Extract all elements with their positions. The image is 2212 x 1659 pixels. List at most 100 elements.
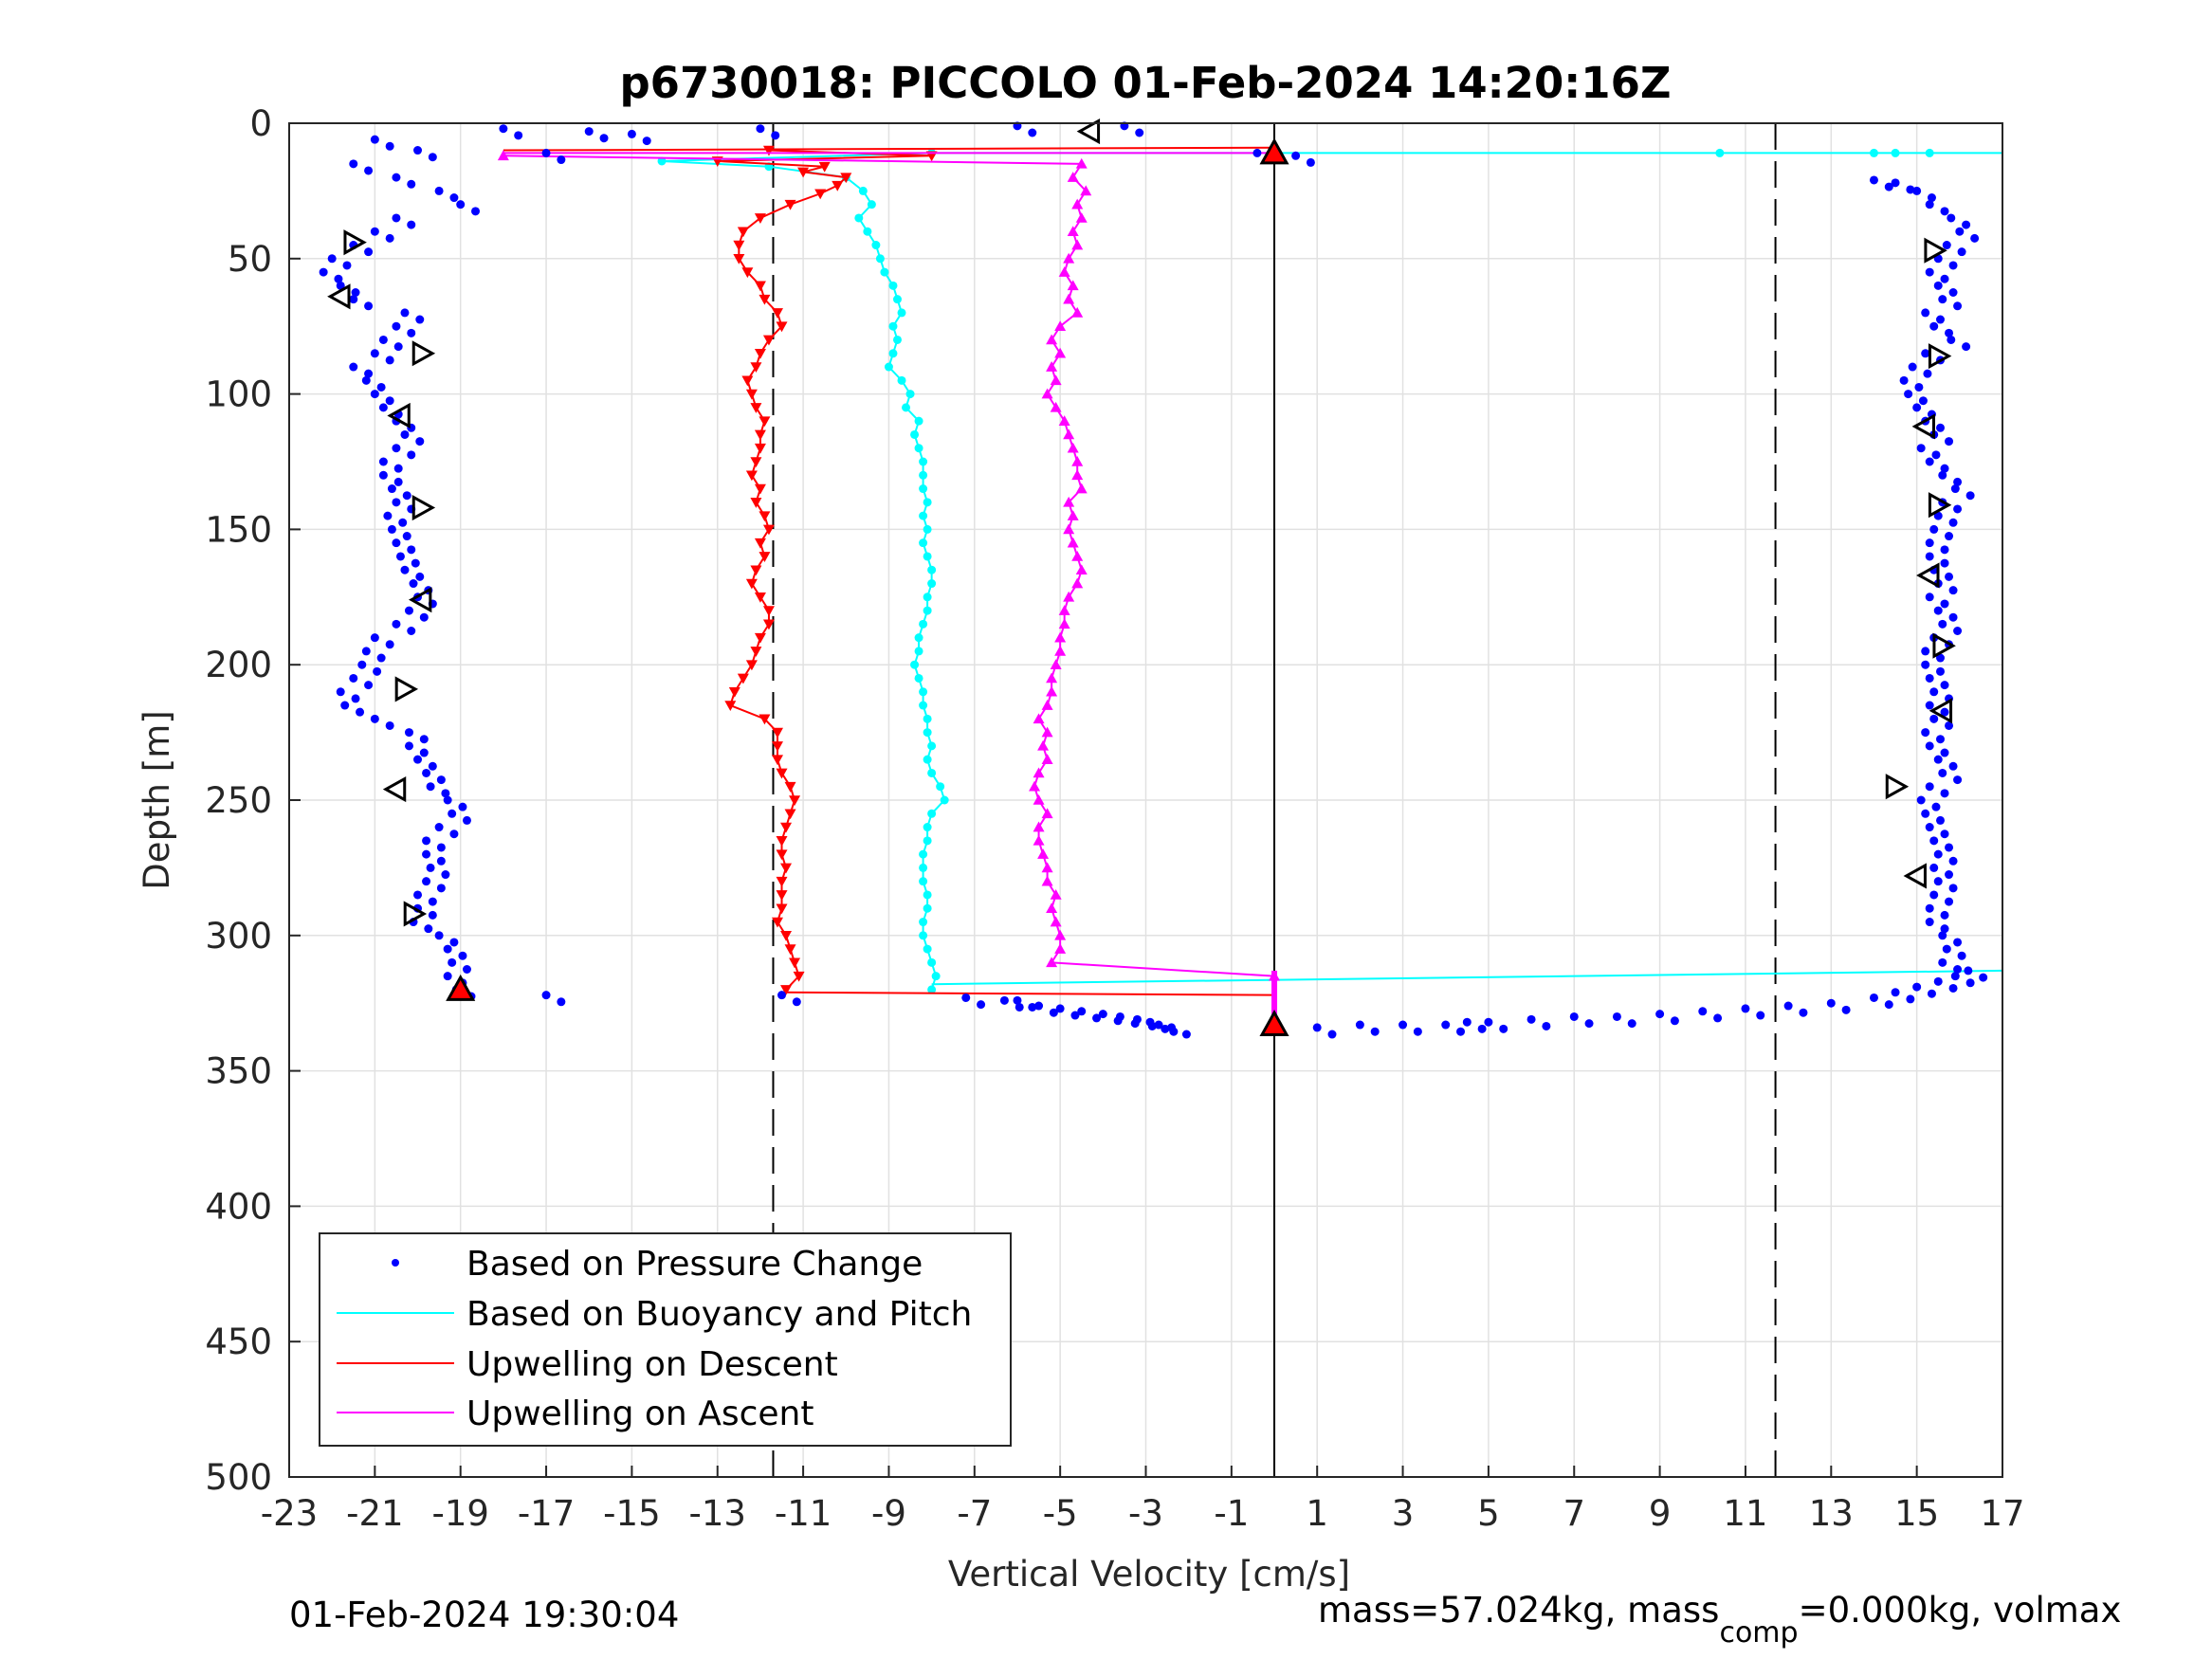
pressure-change-point [541, 991, 551, 1000]
pressure-change-point [422, 849, 431, 859]
descent-point [780, 863, 793, 874]
pressure-change-point [415, 315, 425, 324]
ascent-point [1046, 902, 1058, 914]
ascent-point [1054, 943, 1067, 954]
ascent-point [1046, 334, 1058, 345]
pressure-change-point [327, 254, 337, 264]
descent-point [784, 944, 796, 956]
pressure-change-point [456, 200, 466, 210]
pressure-change-point [1935, 815, 1945, 825]
pressure-change-point [1953, 477, 1963, 486]
legend-label-descent: Upwelling on Descent [466, 1345, 838, 1384]
pressure-change-point [1925, 741, 1934, 751]
pressure-change-point [599, 134, 609, 143]
pressure-change-point [357, 660, 367, 669]
pressure-change-point [395, 552, 405, 561]
pressure-change-point [419, 748, 429, 757]
pressure-change-point [1914, 382, 1924, 392]
pressure-change-point [392, 619, 401, 629]
x-tick-label: 11 [1723, 1493, 1767, 1534]
buoyancy-point [923, 606, 932, 615]
pressure-change-point [584, 127, 594, 137]
descent-point [745, 578, 758, 590]
pressure-change-point [458, 951, 467, 960]
ascent-point [1046, 685, 1058, 697]
pressure-change-point [462, 815, 471, 825]
buoyancy-point [854, 213, 864, 223]
pressure-change-point [1098, 1010, 1107, 1019]
x-tick-label: 15 [1894, 1493, 1939, 1534]
pressure-change-point [370, 714, 379, 723]
pressure-change-point [1884, 182, 1893, 191]
descent-point [776, 890, 788, 901]
buoyancy-point [1891, 148, 1900, 157]
pressure-change-point [1929, 863, 1939, 872]
buoyancy-point [923, 714, 932, 723]
pressure-change-point [1935, 666, 1945, 676]
pressure-change-point [1841, 1005, 1851, 1014]
pressure-change-point [1441, 1020, 1451, 1030]
ascent-point [1071, 198, 1084, 210]
pressure-change-point [1306, 157, 1315, 167]
descent-point [750, 565, 762, 576]
buoyancy-point [892, 335, 902, 344]
buoyancy-point [905, 390, 915, 399]
pressure-change-point [1948, 884, 1958, 893]
ascent-point [1071, 469, 1084, 481]
pressure-change-point [1070, 1011, 1080, 1020]
buoyancy-point [919, 863, 928, 872]
event-marker [1932, 632, 1956, 659]
pressure-change-point [1484, 1017, 1493, 1027]
descent-point [776, 903, 788, 915]
event-marker [1259, 137, 1289, 165]
ascent-point [1029, 780, 1041, 792]
descent-point [759, 552, 771, 562]
pressure-change-point [422, 877, 431, 886]
pressure-change-point [1933, 976, 1943, 986]
pressure-change-point [436, 856, 446, 866]
buoyancy-point [892, 295, 902, 304]
pressure-change-point [1953, 938, 1963, 947]
pressure-change-point [434, 823, 444, 832]
pressure-change-point [392, 498, 401, 507]
buoyancy-point [927, 809, 937, 818]
ascent-point [1046, 957, 1058, 968]
descent-point [754, 281, 766, 292]
ascent-point [1075, 483, 1088, 494]
buoyancy-point [919, 484, 928, 494]
pressure-change-point [428, 761, 437, 771]
pressure-change-point [514, 131, 523, 140]
event-marker [394, 676, 419, 702]
x-tick-label: 7 [1563, 1493, 1585, 1534]
descent-point [745, 470, 758, 482]
pressure-change-point [1891, 178, 1900, 188]
event-marker [1928, 492, 1952, 519]
descent-point [776, 768, 788, 779]
pressure-change-point [1462, 1017, 1472, 1027]
pressure-change-point [1929, 714, 1939, 723]
event-marker [343, 229, 367, 256]
pressure-change-point [407, 179, 416, 189]
buoyancy-point [927, 768, 937, 777]
pressure-change-point [1327, 1030, 1337, 1039]
y-tick-label: 400 [205, 1186, 272, 1227]
event-marker [1928, 343, 1952, 370]
descent-point [776, 876, 788, 887]
pressure-change-point [1938, 619, 1947, 629]
x-tick-label: 3 [1392, 1493, 1415, 1534]
pressure-change-point [1912, 403, 1922, 412]
pressure-change-point [1953, 504, 1963, 514]
descent-point [759, 294, 771, 305]
buoyancy-point [888, 281, 898, 290]
pressure-change-point [393, 464, 403, 473]
pressure-change-point [400, 308, 410, 318]
ascent-point [1050, 401, 1062, 412]
pressure-change-point [428, 153, 437, 162]
buoyancy-point [914, 444, 923, 453]
descent-point [750, 362, 762, 374]
pressure-change-point [1923, 369, 1932, 378]
pressure-change-point [1940, 789, 1949, 798]
descent-point [737, 673, 749, 684]
pressure-change-point [392, 538, 401, 548]
descent-bottom-line [781, 991, 1275, 996]
